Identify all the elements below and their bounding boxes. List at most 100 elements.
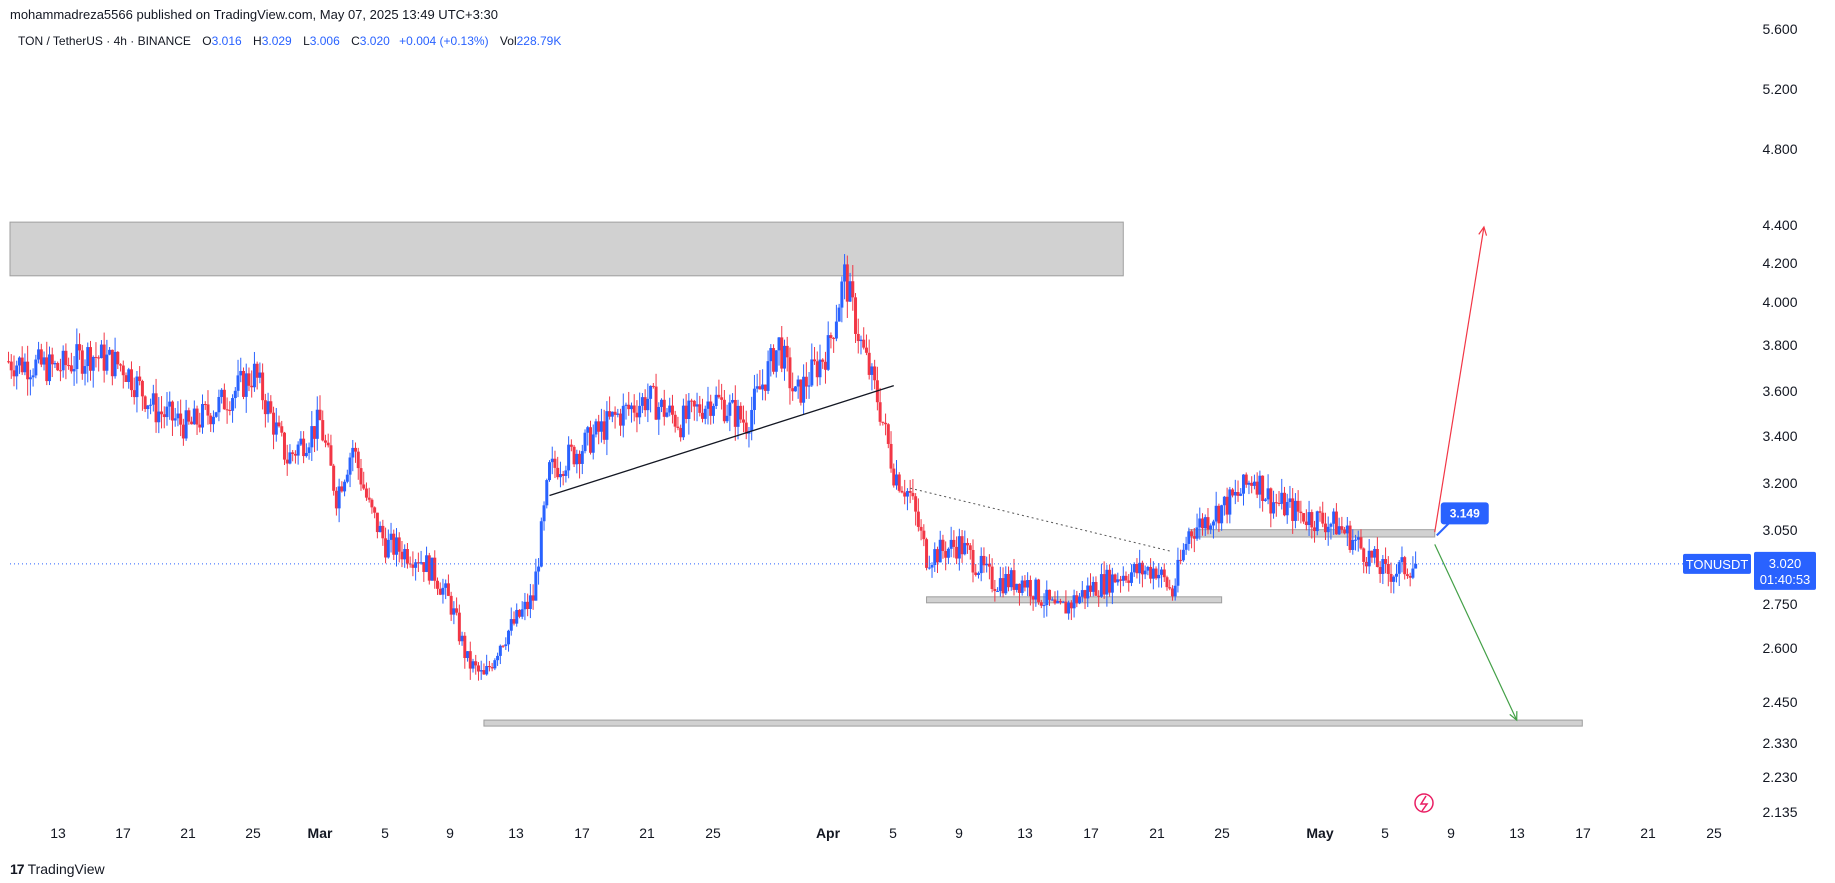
candle-body	[195, 408, 199, 425]
candle-body	[1310, 512, 1314, 528]
candle-body	[1384, 559, 1388, 564]
candle-body	[1086, 585, 1090, 599]
candle-body	[520, 609, 524, 617]
candle-body	[731, 399, 735, 403]
candle-body	[1250, 482, 1254, 486]
candle-body	[1299, 511, 1303, 514]
candle-body	[1362, 548, 1366, 562]
projection-arrow[interactable]	[1434, 544, 1518, 721]
candle-body	[291, 452, 295, 454]
candle-body	[884, 422, 888, 425]
support-resistance-zone[interactable]	[9, 221, 1124, 277]
symbol-title[interactable]: TON / TetherUS · 4h · BINANCE	[18, 34, 191, 48]
candle-body	[455, 608, 459, 613]
candle-body	[919, 526, 923, 531]
candle-body	[569, 444, 573, 447]
symbol-tag-box[interactable]	[1683, 553, 1751, 574]
candle-body	[1017, 583, 1021, 593]
candle-body	[53, 363, 57, 365]
candle-body	[662, 399, 666, 417]
candle-body	[957, 536, 961, 559]
price-axis-label: 5.600	[1762, 21, 1797, 37]
candle-body	[1247, 482, 1251, 485]
candle-body	[722, 399, 726, 422]
trendline[interactable]	[549, 385, 894, 497]
date-axis-label: 13	[508, 825, 524, 841]
candle-body	[580, 451, 584, 464]
candle-body	[889, 443, 893, 469]
lightning-icon[interactable]	[1414, 793, 1434, 813]
candle-body	[181, 424, 185, 439]
candle-body	[293, 453, 297, 456]
candle-body	[695, 404, 699, 407]
candle-body	[1244, 474, 1248, 485]
candle-body	[823, 361, 827, 370]
candle-body	[597, 421, 601, 432]
candle-body	[1329, 523, 1333, 527]
trendline[interactable]	[910, 487, 1173, 553]
candle-body	[1220, 505, 1224, 524]
candle-body	[129, 369, 133, 391]
price-axis-label: 3.200	[1762, 475, 1797, 491]
candle-body	[537, 566, 541, 572]
tradingview-footer[interactable]: 17 TradingView	[10, 861, 105, 877]
candle-body	[138, 376, 142, 381]
candle-body	[479, 670, 483, 672]
candle-body	[1094, 582, 1098, 596]
candle-body	[15, 365, 19, 377]
candle-body	[75, 344, 79, 370]
candle-body	[1119, 579, 1123, 581]
candle-body	[438, 588, 442, 595]
candle-body	[1009, 570, 1013, 588]
candle-body	[127, 369, 131, 382]
support-resistance-zone[interactable]	[483, 719, 1583, 727]
candle-body	[627, 404, 631, 410]
candle-body	[1307, 512, 1311, 526]
candle-body	[1225, 496, 1229, 515]
candle-body	[974, 572, 978, 575]
candle-body	[782, 345, 786, 369]
candle-body	[813, 359, 817, 362]
candle-body	[1332, 511, 1336, 524]
candle-body	[774, 350, 778, 372]
candle-body	[1397, 562, 1401, 574]
candle-body	[649, 385, 653, 399]
candle-body	[231, 398, 235, 411]
candle-body	[1176, 559, 1180, 586]
candle-body	[1351, 540, 1355, 550]
candle-body	[313, 426, 317, 439]
candle-body	[184, 410, 188, 439]
candle-body	[375, 512, 379, 533]
projection-arrow[interactable]	[1434, 226, 1485, 533]
date-axis-label: 13	[1509, 825, 1525, 841]
candle-body	[1165, 577, 1169, 588]
candle-body	[1343, 529, 1347, 534]
candle-body	[807, 385, 811, 387]
candle-body	[1370, 550, 1374, 558]
candle-body	[717, 394, 721, 398]
date-axis-label: 21	[1640, 825, 1656, 841]
candle-body	[643, 397, 647, 411]
candle-body	[1031, 596, 1035, 600]
candle-body	[179, 413, 183, 425]
candle-body	[804, 376, 808, 387]
candle-body	[646, 398, 650, 411]
candle-body	[990, 566, 994, 589]
price-tag-box[interactable]	[1754, 551, 1816, 590]
price-axis-label: 2.450	[1762, 694, 1797, 710]
candle-body	[651, 385, 655, 387]
candle-body	[793, 386, 797, 392]
candle-body	[908, 491, 912, 493]
candle-body	[444, 583, 448, 588]
candle-body	[26, 361, 30, 380]
candle-body	[149, 404, 153, 406]
candle-body	[1296, 500, 1300, 512]
target-callout-box[interactable]	[1440, 502, 1489, 525]
price-axis-label: 2.600	[1762, 640, 1797, 656]
candle-body	[252, 363, 256, 388]
candle-body	[769, 348, 773, 362]
candle-body	[1375, 548, 1379, 567]
date-axis-label: 17	[574, 825, 590, 841]
candle-body	[329, 445, 333, 466]
